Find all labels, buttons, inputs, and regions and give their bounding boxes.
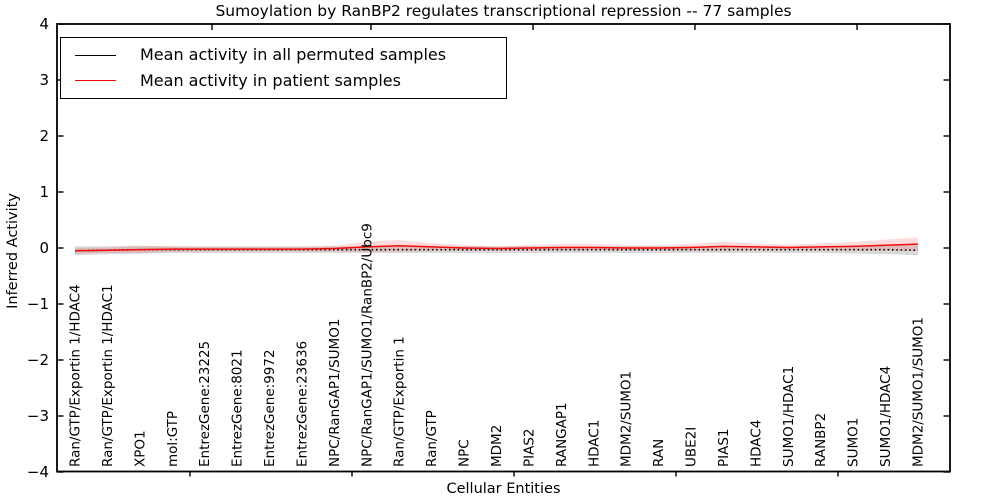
x-tick-label: Ran/GTP/Exportin 1/HDAC1 <box>100 284 116 467</box>
x-tick-label: MDM2 <box>489 425 505 467</box>
red-line-sample-icon <box>75 80 116 82</box>
y-tick-label: 3 <box>39 71 49 89</box>
x-axis-label: Cellular Entities <box>446 481 561 497</box>
x-tick-label: HDAC1 <box>586 420 602 467</box>
x-tick-label: SUMO1/HDAC4 <box>878 366 894 467</box>
series-line-patient <box>74 243 919 252</box>
x-tick-label: SUMO1/HDAC1 <box>781 366 797 467</box>
legend-entry-patient: Mean activity in patient samples <box>75 70 506 90</box>
x-tick-label: EntrezGene:23225 <box>197 341 213 467</box>
x-tick-label: EntrezGene:23636 <box>294 341 310 467</box>
x-tick-label: EntrezGene:9972 <box>262 349 278 467</box>
y-tick-label: −3 <box>27 407 49 425</box>
legend-entry-permuted: Mean activity in all permuted samples <box>75 47 506 63</box>
x-tick-label: RAN <box>651 439 667 467</box>
x-tick-label: RANBP2 <box>813 413 829 467</box>
x-tick-label: RANGAP1 <box>554 402 570 467</box>
black-line-sample-icon <box>75 54 116 56</box>
x-tick-label: Ran/GTP <box>424 410 440 467</box>
series-line-permuted <box>74 248 919 252</box>
y-tick-label: 0 <box>39 239 49 257</box>
x-tick-label: SUMO1 <box>846 418 862 467</box>
y-tick-label: 4 <box>39 15 49 33</box>
x-tick-label: PIAS1 <box>716 428 732 467</box>
y-axis-label: Inferred Activity <box>5 193 21 309</box>
x-tick-label: PIAS2 <box>521 428 537 467</box>
y-tick-label: −2 <box>27 351 49 369</box>
x-tick-label: Ran/GTP/Exportin 1/HDAC4 <box>68 284 84 467</box>
x-tick-label: EntrezGene:8021 <box>230 349 246 467</box>
y-tick-label: 1 <box>39 183 49 201</box>
x-tick-label: HDAC4 <box>748 420 764 467</box>
legend-label-patient: Mean activity in patient samples <box>140 70 401 90</box>
y-tick-label: −4 <box>27 463 49 481</box>
x-tick-label: NPC <box>457 439 473 467</box>
x-tick-label: MDM2/SUMO1 <box>619 371 635 467</box>
y-tick-label: −1 <box>27 295 49 313</box>
legend-label-permuted: Mean activity in all permuted samples <box>140 45 447 65</box>
x-tick-label: NPC/RanGAP1/SUMO1 <box>327 319 343 467</box>
x-tick-label: UBE2I <box>684 427 700 467</box>
x-tick-label: Ran/GTP/Exportin 1 <box>392 336 408 467</box>
legend: Mean activity in all permuted samples Me… <box>60 37 507 99</box>
x-tick-label: NPC/RanGAP1/SUMO1/RanBP2/Ubc9 <box>359 223 375 467</box>
x-tick-label: XPO1 <box>132 430 148 467</box>
x-tick-label: mol:GTP <box>165 411 181 467</box>
chart-title: Sumoylation by RanBP2 regulates transcri… <box>215 2 792 20</box>
x-tick-label: MDM2/SUMO1/SUMO1 <box>911 317 927 467</box>
y-tick-label: 2 <box>39 127 49 145</box>
